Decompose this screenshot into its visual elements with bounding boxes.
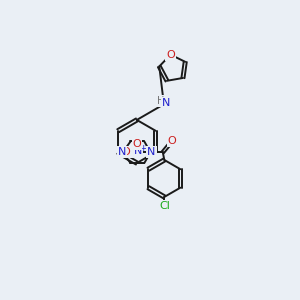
Text: O: O [133, 139, 141, 149]
Text: O: O [168, 136, 176, 146]
Text: N: N [134, 146, 142, 157]
Text: N: N [118, 147, 126, 157]
Text: Cl: Cl [159, 201, 170, 211]
Text: O: O [166, 50, 175, 60]
Text: -: - [120, 144, 124, 154]
Text: N: N [162, 98, 170, 108]
Text: O: O [122, 147, 130, 157]
Text: H: H [157, 96, 164, 106]
Text: +: + [139, 144, 146, 153]
Text: N: N [147, 147, 155, 157]
